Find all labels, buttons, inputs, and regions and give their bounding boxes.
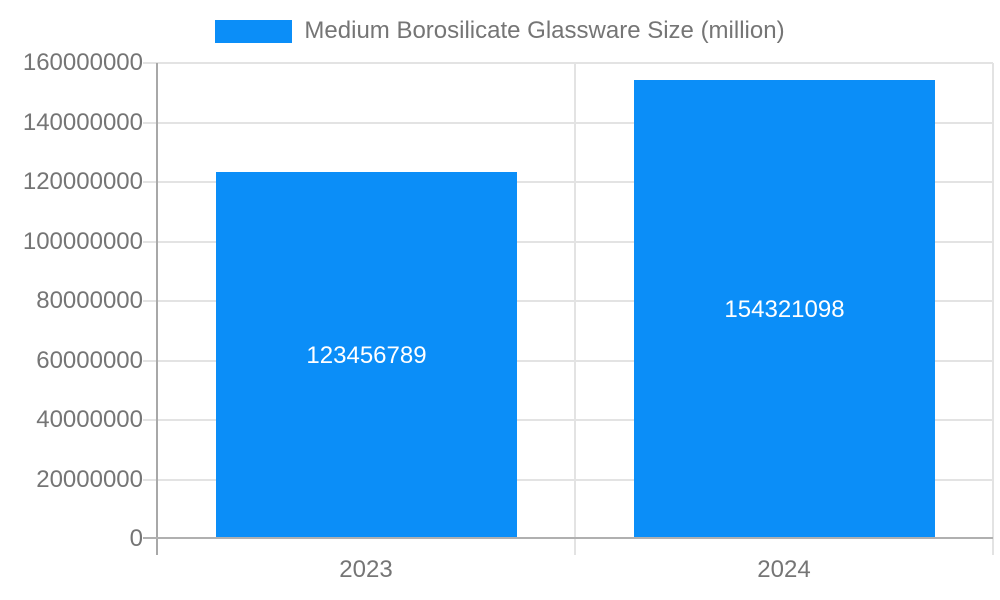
legend-swatch (215, 19, 293, 43)
bar-value-label: 154321098 (724, 295, 845, 323)
gridline (143, 359, 993, 362)
y-tick-label: 40000000 (36, 406, 143, 433)
y-tick-label: 100000000 (22, 227, 143, 255)
y-tick-label: 160000000 (22, 49, 143, 76)
y-tick-label: 20000000 (36, 465, 143, 493)
x-tick-label: 2024 (757, 556, 811, 583)
bar-2024: 154321098 (634, 80, 935, 539)
gridline (143, 478, 993, 481)
bar-2023: 123456789 (216, 172, 517, 539)
y-tick-label: 80000000 (36, 287, 143, 314)
x-axis-line (143, 537, 993, 539)
x-tick-label: 2023 (339, 556, 393, 583)
gridline (143, 62, 993, 64)
category-boundary-line (992, 63, 994, 555)
bar-value-label: 123456789 (306, 341, 427, 369)
legend-label: Medium Borosilicate Glassware Size (mill… (304, 17, 785, 44)
plot-area: 123456789 154321098 (143, 62, 994, 555)
gridline (143, 181, 993, 183)
gridline (143, 121, 993, 124)
gridline (143, 419, 993, 421)
category-boundary-line (574, 63, 576, 555)
y-tick-label: 120000000 (22, 168, 143, 195)
y-axis-line (156, 63, 158, 555)
y-tick-label: 0 (129, 525, 143, 552)
gridline (143, 300, 993, 302)
y-tick-label: 140000000 (22, 108, 143, 136)
gridline (143, 240, 993, 243)
y-tick-label: 60000000 (36, 346, 143, 374)
legend: Medium Borosilicate Glassware Size (mill… (0, 14, 1000, 48)
